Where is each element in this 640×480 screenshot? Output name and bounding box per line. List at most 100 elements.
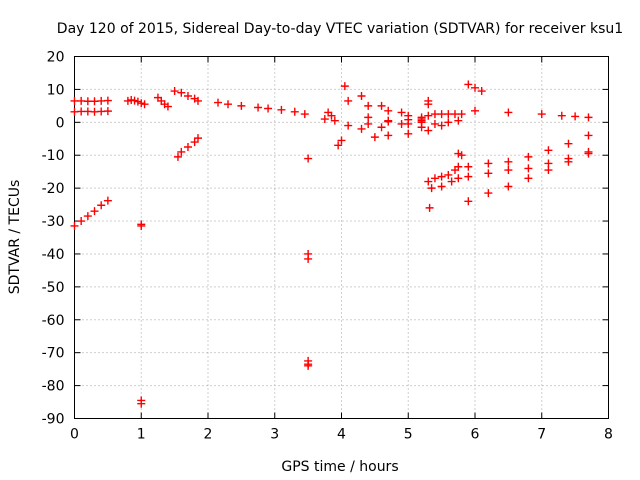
data-point	[437, 182, 446, 191]
data-point	[544, 166, 553, 175]
data-point	[444, 170, 453, 179]
series-sat-i	[254, 103, 309, 119]
data-point	[83, 107, 92, 116]
data-point	[457, 151, 466, 160]
data-point	[425, 203, 434, 212]
data-point	[344, 96, 353, 105]
series-sat-v	[427, 174, 463, 193]
series-sat-ab	[464, 147, 593, 181]
data-point	[137, 221, 146, 230]
data-point	[424, 111, 433, 120]
data-point	[524, 174, 533, 183]
data-point	[264, 104, 273, 113]
x-tick-label: 6	[471, 427, 480, 443]
data-point	[340, 82, 349, 91]
data-point	[584, 149, 593, 158]
series-sat-p	[357, 118, 426, 133]
y-tick-label: -10	[42, 148, 65, 164]
y-tick-label: -60	[42, 313, 65, 329]
data-point	[97, 96, 106, 105]
data-point	[90, 97, 99, 106]
series-sat-a1	[70, 96, 112, 106]
series-sat-d	[137, 220, 146, 408]
data-point	[304, 254, 313, 263]
y-tick-label: -40	[42, 247, 65, 263]
data-point	[424, 177, 433, 186]
data-point	[103, 196, 112, 205]
y-tick-label: 10	[47, 82, 65, 98]
data-point	[424, 100, 433, 109]
series-sat-q	[364, 113, 426, 132]
data-point	[83, 212, 92, 221]
data-point	[300, 110, 309, 119]
data-point	[397, 108, 406, 117]
axis-ticks: 0 1 2 3 4 5 6 7 8 -90 -80 -70 -60 -50 -40 -30 -20 -10 0 10 2…	[42, 50, 613, 443]
data-point	[377, 101, 386, 110]
series-sat-e	[153, 93, 172, 111]
data-point	[97, 107, 106, 116]
data-point	[137, 399, 146, 408]
data-point	[290, 107, 299, 116]
data-point	[304, 154, 313, 163]
data-point	[564, 157, 573, 166]
data-point	[344, 121, 353, 130]
data-point	[384, 131, 393, 140]
data-point	[484, 189, 493, 198]
data-point	[464, 80, 473, 89]
data-point	[177, 147, 186, 156]
y-tick-label: -90	[42, 412, 65, 428]
data-point	[90, 207, 99, 216]
data-point	[103, 107, 112, 116]
data-point	[70, 96, 79, 105]
data-point	[430, 110, 439, 119]
series-sat-u	[424, 162, 463, 186]
data-point	[77, 217, 86, 226]
data-point	[397, 119, 406, 128]
data-point	[83, 97, 92, 106]
data-point	[277, 105, 286, 114]
data-point	[464, 197, 473, 206]
data-point	[357, 91, 366, 100]
x-tick-label: 7	[537, 427, 546, 443]
y-tick-label: -20	[42, 181, 65, 197]
grid	[74, 56, 609, 419]
data-points	[70, 80, 593, 408]
data-point	[444, 118, 453, 127]
data-point	[404, 129, 413, 138]
data-point	[484, 159, 493, 168]
series-sat-r	[370, 126, 433, 142]
x-tick-label: 4	[337, 427, 346, 443]
data-point	[103, 96, 112, 105]
x-tick-label: 3	[270, 427, 279, 443]
data-point	[330, 116, 339, 125]
data-point	[464, 172, 473, 181]
series-sat-c	[123, 95, 149, 109]
data-point	[304, 361, 313, 370]
series-sat-aa	[464, 131, 593, 171]
data-point	[437, 121, 446, 130]
x-tick-label: 8	[604, 427, 613, 443]
data-point	[544, 146, 553, 155]
data-point	[337, 136, 346, 145]
data-point	[454, 174, 463, 183]
y-tick-label: -50	[42, 280, 65, 296]
data-point	[504, 166, 513, 175]
data-point	[370, 133, 379, 142]
data-point	[170, 87, 179, 96]
data-point	[377, 123, 386, 132]
x-tick-label: 2	[204, 427, 213, 443]
data-point	[524, 164, 533, 173]
data-point	[571, 112, 580, 121]
series-sat-j	[304, 154, 313, 370]
data-point	[214, 98, 223, 107]
data-point	[537, 110, 546, 119]
data-point	[437, 172, 446, 181]
data-point	[163, 102, 172, 111]
x-tick-label: 1	[137, 427, 146, 443]
y-tick-label: 20	[47, 50, 65, 66]
data-point	[484, 169, 493, 178]
series-sat-y	[464, 80, 486, 96]
data-point	[334, 141, 343, 150]
x-tick-label: 0	[70, 427, 79, 443]
data-point	[454, 116, 463, 125]
